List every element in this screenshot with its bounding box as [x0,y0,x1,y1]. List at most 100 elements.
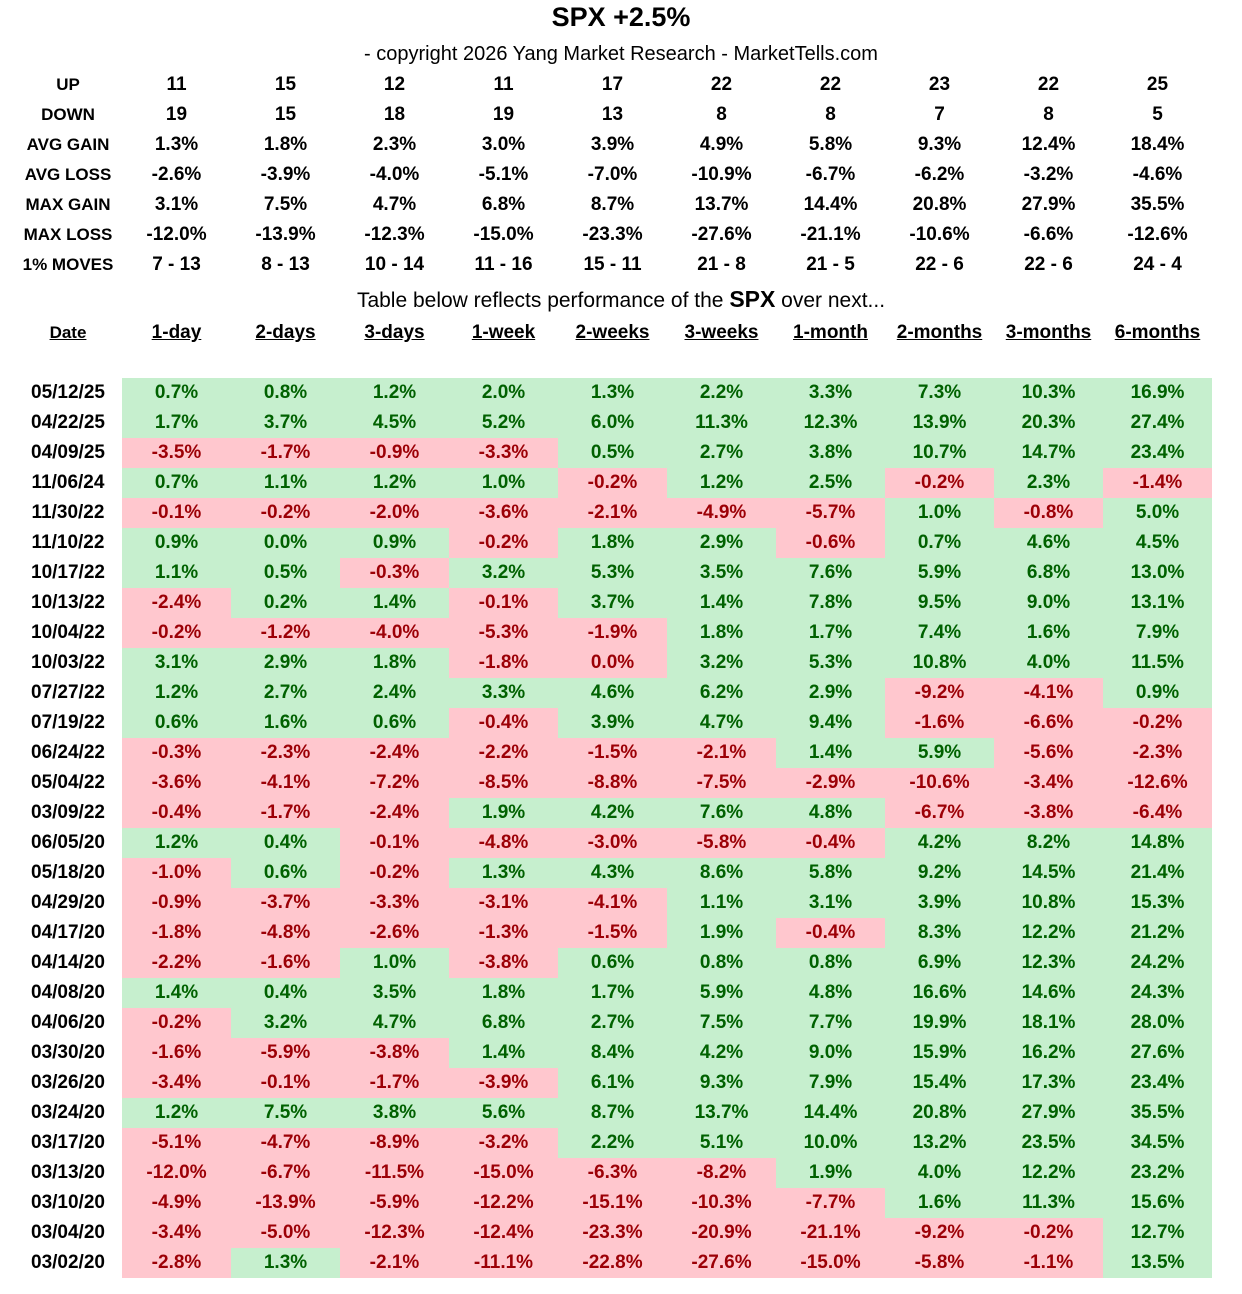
return-cell: -12.2% [449,1188,558,1218]
return-cell: 12.2% [994,1158,1103,1188]
column-header: 1-day [151,322,202,343]
return-cell: 1.8% [449,978,558,1008]
return-cell: 16.6% [885,978,994,1008]
return-cell: -5.9% [231,1038,340,1068]
return-cell: 9.2% [885,858,994,888]
table-row: 04/29/20 -0.9% -3.7% -3.3% -3.1% -4.1% 1.1% 3.1… [14,888,1212,918]
return-cell: -12.0% [122,1158,231,1188]
return-cell: 4.5% [340,408,449,438]
return-cell: 5.0% [1103,498,1212,528]
return-cell: 1.6% [885,1188,994,1218]
return-cell: 27.4% [1103,408,1212,438]
stat-row: AVG GAIN 1.3% 1.8% 2.3% 3.0% 3.9% 4.9% 5.8% 9.3%… [14,130,1212,160]
stat-value: -3.9% [260,164,311,185]
stat-value: 35.5% [1130,194,1185,215]
return-cell: 0.0% [231,528,340,558]
return-cell: 1.6% [231,708,340,738]
table-row: 05/18/20 -1.0% 0.6% -0.2% 1.3% 4.3% 8.6% 5.8% 9.… [14,858,1212,888]
return-cell: -2.4% [122,588,231,618]
stat-value: 3.1% [154,194,199,215]
return-cell: 1.6% [994,618,1103,648]
subtitle-pre: Table below reflects performance of the [356,289,730,312]
return-cell: 3.1% [776,888,885,918]
return-cell: 9.4% [776,708,885,738]
return-cell: 2.3% [994,468,1103,498]
row-date: 10/13/22 [31,592,105,613]
return-cell: 1.2% [667,468,776,498]
return-cell: -0.4% [776,918,885,948]
stat-value: 8.7% [590,194,635,215]
return-cell: -1.8% [449,648,558,678]
table-row: 11/10/22 0.9% 0.0% 0.9% -0.2% 1.8% 2.9% -0.6% 0.… [14,528,1212,558]
stat-value: -23.3% [582,224,643,245]
return-cell: 4.7% [667,708,776,738]
return-cell: 4.2% [558,798,667,828]
return-cell: -4.0% [340,618,449,648]
return-cell: 1.7% [122,408,231,438]
return-cell: 2.5% [776,468,885,498]
stat-row: UP 11 15 12 11 17 22 22 23 22 25 [14,70,1212,100]
return-cell: 11.5% [1103,648,1212,678]
table-row: 04/08/20 1.4% 0.4% 3.5% 1.8% 1.7% 5.9% 4.8% 16.6… [14,978,1212,1008]
return-cell: -1.2% [231,618,340,648]
stat-value: -4.6% [1132,164,1183,185]
return-cell: 7.9% [1103,618,1212,648]
return-cell: -3.4% [994,768,1103,798]
stat-value: 7 [934,104,945,125]
return-cell: -0.9% [122,888,231,918]
return-cell: 2.9% [231,648,340,678]
return-cell: 5.1% [667,1128,776,1158]
row-date: 10/03/22 [31,652,105,673]
table-row: 10/17/22 1.1% 0.5% -0.3% 3.2% 5.3% 3.5% 7.6% 5.9… [14,558,1212,588]
return-cell: -0.1% [122,498,231,528]
return-cell: 23.4% [1103,438,1212,468]
return-cell: -5.0% [231,1218,340,1248]
stat-value: 6.8% [481,194,526,215]
stat-value: -6.6% [1023,224,1074,245]
return-cell: 3.1% [122,648,231,678]
return-cell: 0.5% [231,558,340,588]
return-cell: 19.9% [885,1008,994,1038]
return-cell: -0.1% [449,588,558,618]
return-cell: 7.6% [667,798,776,828]
return-cell: 6.9% [885,948,994,978]
stat-value: -4.0% [369,164,420,185]
row-date: 07/27/22 [31,682,105,703]
return-cell: -8.5% [449,768,558,798]
table-row: 04/22/25 1.7% 3.7% 4.5% 5.2% 6.0% 11.3% 12.3% 13… [14,408,1212,438]
return-cell: -1.7% [231,798,340,828]
return-cell: 10.8% [994,888,1103,918]
return-cell: 2.7% [667,438,776,468]
return-cell: 2.2% [667,378,776,408]
table-row: 10/04/22 -0.2% -1.2% -4.0% -5.3% -1.9% 1.8% 1.7… [14,618,1212,648]
row-date: 05/04/22 [31,772,105,793]
return-cell: 1.9% [776,1158,885,1188]
return-cell: -6.7% [885,798,994,828]
return-cell: 13.0% [1103,558,1212,588]
stat-value: 19 [492,104,515,125]
column-header: Date [49,323,87,342]
return-cell: -11.1% [449,1248,558,1278]
return-cell: -3.9% [449,1068,558,1098]
stat-value: 3.9% [590,134,635,155]
return-cell: 14.6% [994,978,1103,1008]
return-cell: -13.9% [231,1188,340,1218]
return-cell: 16.2% [994,1038,1103,1068]
table-row: 03/26/20 -3.4% -0.1% -1.7% -3.9% 6.1% 9.3% 7.9%… [14,1068,1212,1098]
table-row: 03/04/20 -3.4% -5.0% -12.3% -12.4% -23.3% -20.… [14,1218,1212,1248]
stat-value: 22 [819,74,842,95]
return-cell: -1.6% [122,1038,231,1068]
stat-value: 21 - 8 [697,254,746,275]
return-cell: 3.3% [449,678,558,708]
stat-label: AVG GAIN [26,135,110,154]
return-cell: 14.4% [776,1098,885,1128]
return-cell: -1.1% [994,1248,1103,1278]
return-cell: -3.5% [122,438,231,468]
return-cell: 13.2% [885,1128,994,1158]
stat-value: 27.9% [1021,194,1076,215]
stat-value: 13 [601,104,624,125]
return-cell: 1.4% [776,738,885,768]
return-cell: -1.9% [558,618,667,648]
return-cell: 27.9% [994,1098,1103,1128]
row-date: 04/06/20 [31,1012,105,1033]
